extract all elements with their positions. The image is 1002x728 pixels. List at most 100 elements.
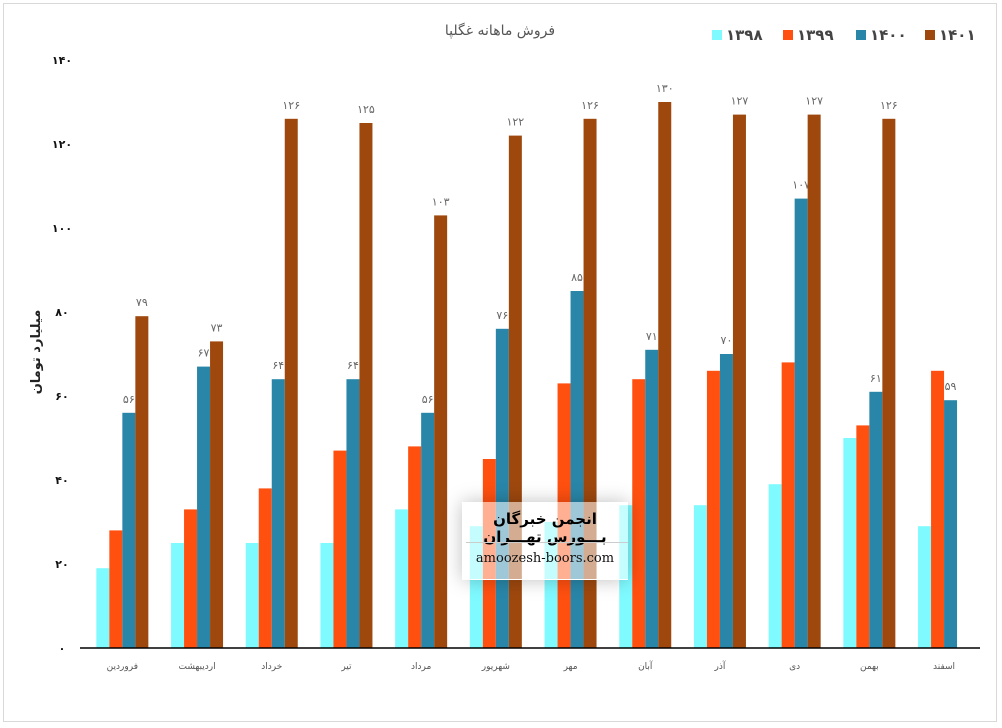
watermark: انجمن خبرگان بـــورس تهـــران amoozesh-b… [462, 502, 628, 580]
bar-۱۴۰۰ [645, 349, 659, 648]
bar-۱۴۰۰ [944, 400, 958, 648]
data-label: ۱۲۷ [805, 95, 823, 108]
data-label: ۱۰۷ [792, 179, 810, 192]
bar-۱۳۹۸ [843, 438, 857, 648]
data-label: ۱۲۶ [581, 99, 599, 112]
bar-۱۳۹۸ [918, 526, 932, 648]
bar-۱۳۹۸ [171, 543, 185, 648]
data-label: ۱۳۰ [656, 82, 674, 95]
legend-swatch [925, 30, 935, 40]
data-label: ۷۶ [496, 309, 508, 322]
bar-۱۴۰۱ [135, 316, 149, 648]
bar-۱۴۰۰ [869, 391, 883, 648]
bar-۱۳۹۹ [856, 425, 870, 648]
data-label: ۷۱ [646, 330, 658, 343]
data-label: ۱۲۲ [506, 116, 524, 129]
y-tick-label: ۱۰۰ [52, 222, 72, 235]
y-axis-label: میلیارد تومان [29, 310, 44, 395]
bar-۱۳۹۹ [333, 450, 347, 648]
bar-۱۴۰۰ [794, 198, 808, 648]
bar-۱۳۹۸ [96, 568, 110, 648]
watermark-divider [466, 579, 628, 580]
bar-۱۳۹۹ [781, 362, 795, 648]
bar-۱۴۰۱ [284, 118, 298, 649]
bar-۱۳۹۹ [706, 370, 720, 648]
y-tick-label: ۶۰ [55, 390, 68, 403]
data-label: ۷۳ [211, 321, 223, 334]
bar-۱۴۰۰ [495, 328, 509, 648]
data-label: ۷۰ [721, 334, 733, 347]
data-label: ۷۹ [136, 296, 148, 309]
data-label: ۱۲۶ [282, 99, 300, 112]
bar-۱۳۹۹ [258, 488, 272, 648]
bar-۱۴۰۱ [210, 341, 224, 648]
x-tick-label: تیر [340, 662, 352, 672]
bar-۱۳۹۸ [245, 543, 259, 648]
legend-swatch [783, 30, 793, 40]
data-label: ۸۵ [571, 271, 583, 284]
y-tick-label: ۴۰ [55, 474, 68, 487]
data-label: ۱۰۳ [432, 195, 450, 208]
bar-۱۴۰۱ [807, 114, 821, 649]
x-tick-label: دی [789, 662, 800, 672]
data-label: ۱۲۷ [731, 95, 749, 108]
bar-۱۴۰۰ [719, 354, 733, 648]
data-label: ۱۲۶ [880, 99, 898, 112]
chart-frame [3, 3, 997, 722]
x-tick-label: خرداد [261, 662, 282, 672]
x-tick-label: اردیبهشت [179, 662, 216, 672]
bar-۱۴۰۱ [434, 215, 448, 648]
x-tick-label: بهمن [860, 662, 879, 672]
watermark-divider [466, 542, 628, 543]
legend-swatch [712, 30, 722, 40]
y-tick-label: ۱۲۰ [52, 138, 72, 151]
y-tick-label: ۰ [59, 642, 66, 655]
data-label: ۶۷ [198, 347, 210, 360]
data-label: ۵۶ [123, 393, 135, 406]
bar-۱۴۰۱ [359, 123, 373, 648]
bar-۱۳۹۸ [768, 484, 782, 648]
bar-۱۴۰۱ [732, 114, 746, 649]
watermark-url: amoozesh-boors.com [475, 551, 615, 566]
x-tick-label: آذر [714, 660, 726, 672]
bar-۱۴۰۰ [197, 366, 211, 648]
legend-label: ۱۳۹۸ [726, 26, 763, 44]
legend-label: ۱۴۰۱ [939, 26, 976, 44]
y-tick-label: ۲۰ [55, 558, 68, 571]
x-tick-label: مهر [563, 662, 578, 672]
data-label: ۶۴ [272, 359, 284, 372]
bar-۱۴۰۱ [658, 102, 672, 648]
legend-label: ۱۳۹۹ [797, 26, 834, 44]
chart-title: فروش ماهانه غگلپا [445, 22, 555, 39]
y-tick-label: ۱۴۰ [52, 54, 72, 67]
x-tick-label: اسفند [933, 662, 955, 672]
bar-۱۳۹۹ [931, 370, 945, 648]
y-tick-label: ۸۰ [55, 306, 68, 319]
bar-۱۴۰۰ [122, 412, 136, 648]
bar-۱۴۰۰ [570, 291, 584, 648]
bar-۱۳۹۹ [184, 509, 198, 648]
legend-label: ۱۴۰۰ [870, 26, 907, 44]
x-tick-label: آبان [638, 660, 653, 672]
bar-۱۳۹۸ [320, 543, 334, 648]
bar-۱۳۹۹ [632, 379, 646, 648]
bar-۱۴۰۰ [421, 412, 435, 648]
data-label: ۵۶ [422, 393, 434, 406]
legend-swatch [856, 30, 866, 40]
x-tick-label: شهریور [481, 662, 510, 672]
bar-۱۴۰۰ [346, 379, 360, 648]
bar-۱۳۹۸ [395, 509, 409, 648]
data-label: ۵۹ [945, 380, 957, 393]
bar-۱۴۰۰ [271, 379, 285, 648]
data-label: ۶۱ [870, 372, 882, 385]
bar-۱۴۰۱ [882, 118, 896, 649]
x-tick-label: مرداد [411, 662, 431, 672]
data-label: ۶۴ [347, 359, 359, 372]
x-tick-label: فروردین [107, 662, 138, 672]
bar-۱۳۹۸ [693, 505, 707, 648]
bar-۱۳۹۹ [408, 446, 422, 648]
watermark-title: انجمن خبرگان بـــورس تهـــران [483, 510, 607, 546]
bar-۱۳۹۹ [109, 530, 123, 648]
data-label: ۱۲۵ [357, 103, 375, 116]
